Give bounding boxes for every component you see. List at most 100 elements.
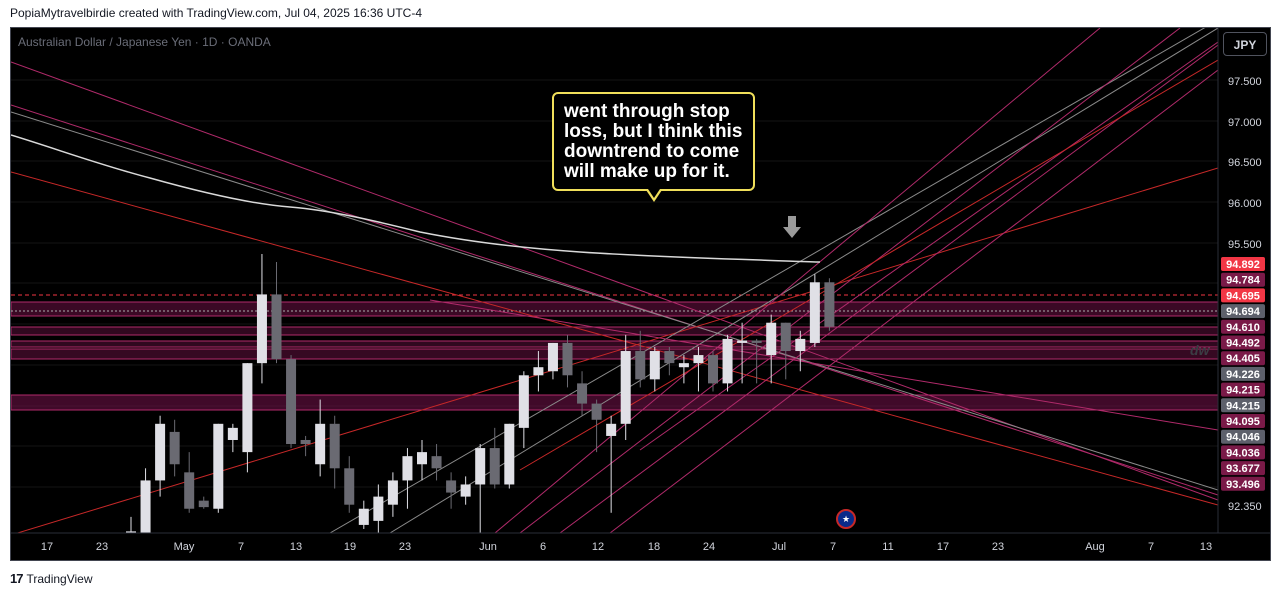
footer-brand[interactable]: 17 TradingView [10,571,93,586]
candle-down[interactable] [577,383,588,404]
candle-down[interactable] [824,282,835,327]
price-label-badge [1221,398,1265,413]
candle-down[interactable] [780,322,791,352]
brand-name: TradingView [26,571,93,586]
y-tick-label: 92.350 [1228,501,1262,513]
candle-down[interactable] [198,500,209,508]
x-tick-label: 24 [703,541,715,553]
candle-down[interactable] [169,431,180,465]
candlestick-series[interactable] [126,253,835,533]
candle-down[interactable] [300,439,311,445]
candle-up[interactable] [315,423,326,465]
candle-down[interactable] [751,340,762,343]
x-tick-label: May [174,541,195,553]
price-label-badge [1221,257,1265,271]
price-label-text: 94.046 [1226,432,1260,444]
tradingview-logo-icon: 17 [10,571,24,586]
candle-up[interactable] [402,456,413,481]
candle-down[interactable] [446,480,457,493]
x-tick-label: 19 [344,541,356,553]
candle-up[interactable] [242,363,253,453]
annotation-callout[interactable]: went through stop loss, but I think this… [552,92,755,191]
x-tick-label: 17 [41,541,53,553]
price-label-badge [1221,445,1265,460]
x-tick-label: 23 [992,541,1004,553]
australia-flag-icon[interactable]: ★ [836,509,856,529]
candle-up[interactable] [475,448,486,485]
candle-down[interactable] [184,472,195,509]
candle-up[interactable] [533,367,544,376]
price-label-badge [1221,319,1265,334]
candle-down[interactable] [286,359,297,445]
support-resistance-zones[interactable] [11,294,1218,411]
candle-up[interactable] [460,484,471,497]
x-tick-label: 17 [937,541,949,553]
price-label-badge [1221,272,1265,287]
y-tick-label: 97.500 [1228,76,1262,88]
candle-up[interactable] [606,423,617,436]
candle-up[interactable] [766,322,777,356]
x-tick-label: 13 [1200,541,1212,553]
price-label-badge [1221,429,1265,444]
price-axis[interactable]: 97.500 97.000 96.500 96.000 95.500 92.35… [1217,28,1265,533]
candle-down[interactable] [271,294,282,360]
candle-down[interactable] [329,423,340,469]
x-tick-label: Jun [479,541,497,553]
candle-up[interactable] [722,338,733,384]
trendlines[interactable] [11,20,1218,535]
candle-up[interactable] [256,294,267,364]
price-label-text: 94.492 [1226,338,1260,350]
price-label-text: 93.677 [1226,463,1260,475]
price-label-text: 94.226 [1226,369,1260,381]
currency-button[interactable]: JPY [1223,32,1267,56]
candle-up[interactable] [649,351,660,380]
candle-down[interactable] [431,456,442,469]
y-tick-label: 96.000 [1228,198,1262,210]
time-axis[interactable]: 17 23 May 7 13 19 23 Jun 6 12 18 24 Jul 7 11 17 23 Aug 7 13 [11,532,1270,553]
price-label-text: 94.036 [1226,447,1260,459]
x-tick-label: 6 [540,541,546,553]
candle-down[interactable] [708,355,718,384]
candle-down[interactable] [562,342,573,376]
candle-up[interactable] [126,531,136,533]
price-label-badge [1221,304,1265,319]
candle-up[interactable] [358,508,369,525]
price-label-badge [1221,288,1265,303]
candle-up[interactable] [213,423,224,509]
y-tick-label: 97.000 [1228,117,1262,129]
candle-down[interactable] [635,351,646,380]
candle-up[interactable] [518,375,529,428]
candle-up[interactable] [678,363,689,368]
candle-up[interactable] [155,423,166,481]
candle-up[interactable] [504,423,515,485]
x-tick-label: 12 [592,541,604,553]
moving-average-line[interactable] [11,134,821,263]
candle-up[interactable] [693,355,704,364]
price-label-text: 94.892 [1226,259,1260,271]
candle-up[interactable] [140,480,151,533]
candle-up[interactable] [547,342,558,372]
price-label-badge [1221,476,1265,491]
candle-up[interactable] [373,496,384,521]
candle-down[interactable] [344,468,355,505]
price-label-text: 93.496 [1226,479,1260,491]
x-tick-label: 13 [290,541,302,553]
candle-down[interactable] [591,403,602,420]
candle-up[interactable] [737,340,748,343]
y-tick-label: 95.500 [1228,239,1262,251]
x-tick-label: Aug [1085,541,1105,553]
candle-up[interactable] [795,338,806,352]
candle-up[interactable] [620,351,631,424]
price-label-badge [1221,461,1265,476]
candle-up[interactable] [227,427,238,440]
x-tick-label: Jul [772,541,786,553]
candle-up[interactable] [387,480,398,505]
candle-down[interactable] [489,448,500,485]
candle-down[interactable] [664,351,675,364]
price-label-badge [1221,351,1265,366]
candle-up[interactable] [417,452,427,465]
candle-up[interactable] [809,282,820,343]
price-label-text: 94.695 [1226,290,1260,302]
down-arrow-icon[interactable] [783,216,801,238]
